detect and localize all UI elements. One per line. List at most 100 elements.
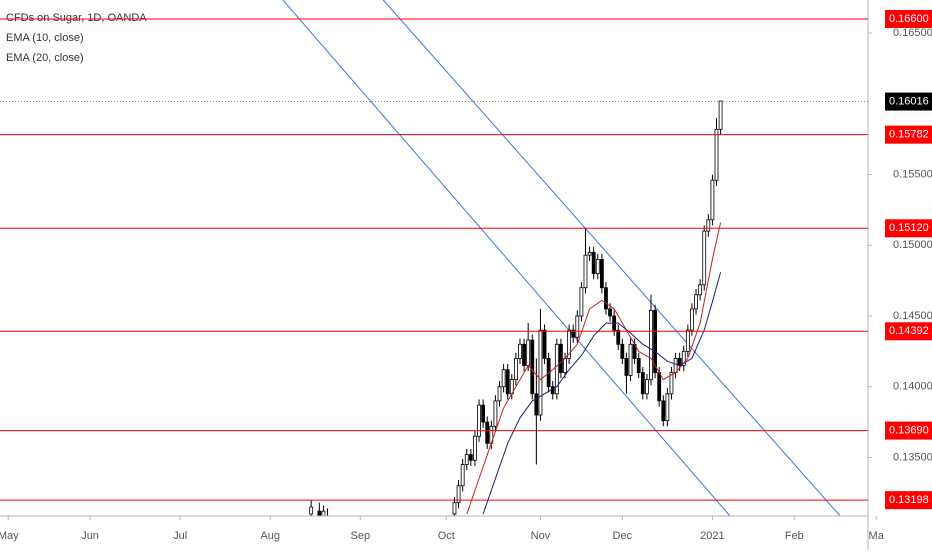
candle-body — [591, 251, 596, 274]
candle-body — [628, 343, 633, 376]
candle-body — [698, 284, 703, 296]
y-tick-label: 0.14000 — [893, 381, 932, 393]
candle-body — [309, 506, 314, 515]
candle-body — [649, 309, 653, 381]
level-label-box — [885, 125, 932, 144]
x-tick-label: Aug — [260, 530, 280, 542]
candle-body — [567, 329, 572, 359]
candle-body — [456, 485, 461, 504]
candle-body — [575, 315, 580, 338]
candle-body — [616, 329, 621, 345]
x-tick-label: Jun — [81, 530, 99, 542]
candle-body — [554, 343, 559, 395]
candle-body — [706, 219, 711, 232]
candle-body — [497, 386, 502, 402]
candle-body — [636, 358, 641, 373]
candle-body — [460, 464, 465, 487]
candle-body — [326, 517, 329, 528]
x-tick-label: Dec — [613, 530, 633, 542]
level-label: 0.14392 — [889, 325, 929, 337]
candle-body — [485, 421, 490, 444]
candle-body — [669, 372, 674, 395]
x-tick-label: Ma — [869, 530, 885, 542]
candle-body — [501, 369, 506, 388]
candle-body — [538, 329, 543, 416]
candle-body — [583, 254, 588, 289]
candle-body — [571, 329, 576, 338]
level-label: 0.15120 — [889, 222, 929, 234]
candle-body — [685, 329, 690, 352]
candle-body — [563, 358, 567, 373]
candle-body — [493, 400, 498, 427]
x-tick-label: Oct — [438, 530, 455, 542]
trendline — [382, 0, 841, 516]
candle-body — [645, 379, 649, 395]
x-tick-label: Jul — [173, 530, 187, 542]
y-tick-label: 0.16500 — [893, 27, 932, 39]
last-price-box — [885, 92, 932, 111]
candle-body — [473, 435, 477, 461]
y-tick-label: 0.15500 — [893, 168, 932, 180]
candle-body — [526, 339, 531, 366]
candle-body — [604, 287, 608, 310]
level-label: 0.16600 — [889, 13, 929, 25]
candle-body — [657, 372, 662, 402]
y-tick-label: 0.13500 — [893, 451, 932, 463]
candle-body — [550, 386, 555, 395]
candle-body — [718, 100, 723, 130]
candle-body — [505, 369, 510, 395]
plot-area — [282, 0, 841, 528]
candle-body — [653, 309, 657, 373]
x-tick-label: 2021 — [700, 530, 724, 542]
x-tick-label: May — [0, 530, 19, 542]
candle-body — [714, 128, 719, 181]
candle-body — [464, 454, 469, 465]
level-label: 0.15782 — [889, 129, 929, 141]
candle-body — [640, 372, 645, 395]
candle-body — [620, 343, 625, 359]
candle-body — [542, 329, 547, 359]
ema-line — [482, 271, 722, 515]
candle-body — [513, 358, 518, 381]
candle-body — [481, 404, 486, 423]
candle-body — [477, 404, 481, 437]
candle-body — [702, 230, 707, 286]
candle-body — [673, 358, 678, 373]
candle-body — [661, 400, 666, 422]
level-label-box — [885, 491, 932, 510]
x-tick-label: Nov — [531, 530, 551, 542]
last-price-label: 0.16016 — [889, 95, 929, 107]
level-label-box — [885, 219, 932, 238]
candle-body — [595, 259, 600, 274]
candle-body — [681, 350, 686, 366]
candle-body — [530, 339, 535, 395]
chart-title: CFDs on Sugar, 1D, OANDA — [6, 12, 147, 24]
level-label-box — [885, 322, 932, 341]
level-label: 0.13690 — [889, 424, 929, 436]
candle-body — [452, 502, 457, 515]
level-label-box — [885, 9, 932, 28]
y-tick-label: 0.14500 — [893, 310, 932, 322]
candle-body — [710, 179, 715, 221]
candle-body — [579, 287, 584, 317]
legend-entry: EMA (10, close) — [6, 32, 84, 44]
candle-body — [694, 294, 698, 310]
candle-body — [321, 510, 326, 516]
candle-body — [522, 343, 526, 366]
candle-body — [317, 510, 322, 516]
candle-body — [518, 343, 522, 359]
candle-body — [587, 251, 592, 256]
level-label-box — [885, 421, 932, 440]
trendline — [282, 0, 731, 516]
y-tick-label: 0.15000 — [893, 239, 932, 251]
candle-body — [624, 358, 629, 376]
candle-body — [534, 393, 539, 416]
x-tick-label: Feb — [785, 530, 804, 542]
legend-entry: EMA (20, close) — [6, 52, 84, 64]
ema-line — [466, 222, 722, 515]
candle-body — [559, 343, 563, 373]
candle-body — [599, 259, 604, 289]
candle-body — [690, 308, 694, 331]
